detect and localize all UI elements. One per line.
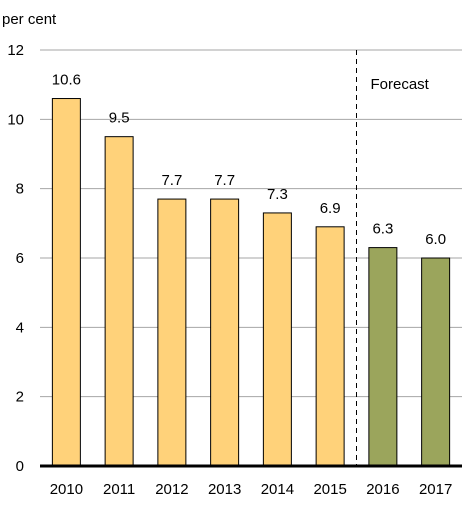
x-tick-label-2011: 2011 <box>103 481 135 498</box>
x-tick-labels: 2010 2011 2012 2013 2014 2015 2016 2017 <box>50 481 453 498</box>
bar-2015 <box>315 226 345 467</box>
y-tick-label: 4 <box>16 319 24 336</box>
x-tick-label-2010: 2010 <box>50 481 83 498</box>
forecast-annotation: Forecast <box>371 76 430 93</box>
bar-2014 <box>262 212 292 467</box>
y-tick-label: 6 <box>16 250 24 267</box>
y-tick-label: 10 <box>7 111 24 128</box>
gridlines <box>40 49 462 398</box>
data-label-2010: 10.6 <box>52 72 81 89</box>
data-label-2014: 7.3 <box>267 186 288 203</box>
data-label-2016: 6.3 <box>372 221 393 238</box>
bar-2012 <box>157 198 187 467</box>
x-tick-label-2016: 2016 <box>366 481 399 498</box>
data-label-2011: 9.5 <box>109 110 130 127</box>
y-tick-label: 12 <box>7 42 24 59</box>
bar-2013 <box>210 198 240 467</box>
x-tick-label-2013: 2013 <box>208 481 241 498</box>
y-tick-label: 8 <box>16 181 24 198</box>
bar-2011 <box>104 136 134 467</box>
bar-2016 <box>368 247 398 467</box>
x-tick-label-2012: 2012 <box>155 481 188 498</box>
y-tick-label: 0 <box>16 458 24 475</box>
data-labels: 10.6 9.5 7.7 7.7 7.3 6.9 6.3 6.0 <box>52 72 446 248</box>
bars <box>51 98 451 467</box>
y-axis-label: per cent <box>2 11 57 28</box>
bar-2010 <box>51 98 81 467</box>
bar-2017 <box>421 257 451 467</box>
data-label-2015: 6.9 <box>320 200 341 217</box>
data-label-2017: 6.0 <box>425 231 446 248</box>
data-label-2012: 7.7 <box>161 172 182 189</box>
x-tick-label-2014: 2014 <box>261 481 294 498</box>
y-tick-label: 2 <box>16 389 24 406</box>
x-tick-label-2015: 2015 <box>313 481 346 498</box>
data-label-2013: 7.7 <box>214 172 235 189</box>
y-tick-labels: 0 2 4 6 8 10 12 <box>7 42 24 475</box>
x-tick-label-2017: 2017 <box>419 481 452 498</box>
